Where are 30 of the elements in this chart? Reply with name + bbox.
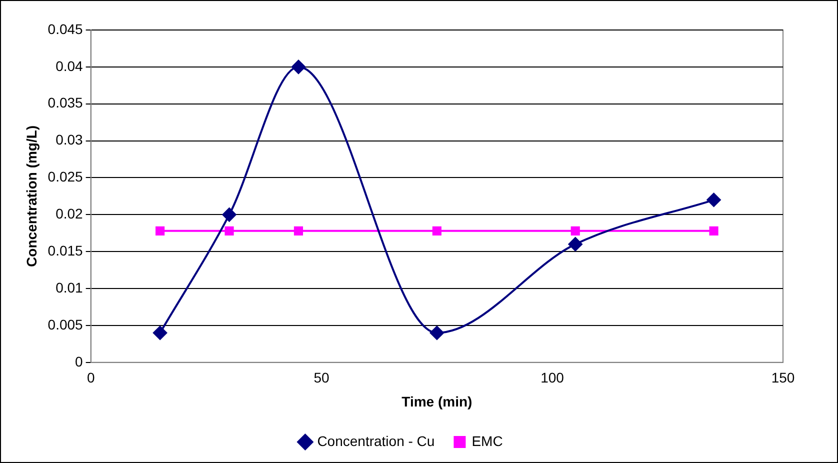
point	[430, 326, 444, 340]
point	[709, 226, 718, 236]
point	[224, 226, 234, 236]
y-tick-label: 0	[75, 353, 84, 370]
y-tick-label: 0.01	[56, 279, 84, 296]
point	[153, 326, 168, 340]
y-tick-label: 0.02	[56, 206, 84, 222]
y-tick-label: 0.025	[48, 168, 84, 185]
y-tick-label: 0.015	[48, 242, 84, 258]
point	[568, 237, 582, 252]
point	[570, 226, 580, 236]
y-tick-label: 0.03	[56, 132, 84, 148]
point	[432, 226, 442, 236]
y-tick-label: 0.04	[56, 58, 84, 74]
y-tick-label: 0.035	[48, 94, 84, 111]
legend-label: EMC	[472, 432, 503, 449]
y-tick-label: 0.005	[48, 316, 84, 332]
x-tick-label: 100	[540, 370, 564, 386]
x-tick-label: 0	[86, 370, 95, 386]
x-axis-title: Time (min)	[402, 393, 472, 410]
y-axis-title: Concentration (mg/L)	[23, 125, 40, 267]
point	[294, 226, 304, 236]
point	[156, 226, 165, 236]
x-tick-label: 150	[771, 370, 795, 386]
x-tick-label: 50	[314, 370, 330, 386]
y-tick-label: 0.045	[48, 20, 84, 37]
point	[706, 192, 721, 207]
point	[222, 208, 236, 222]
legend-label: Concentration - Cu	[317, 432, 435, 449]
point	[291, 60, 306, 74]
